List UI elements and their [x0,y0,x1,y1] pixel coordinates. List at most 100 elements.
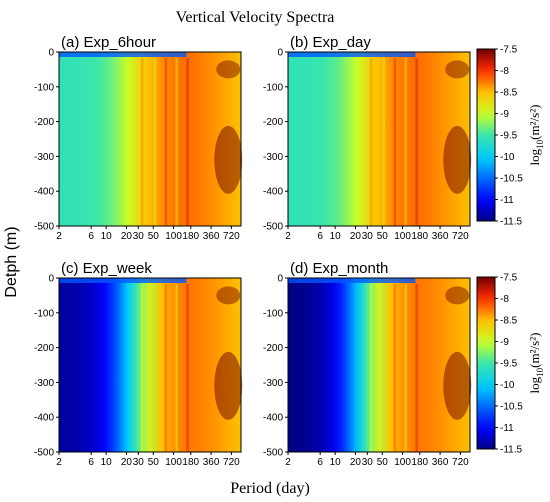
colorbar-tick-label: -11 [500,423,514,434]
y-tick-label: 0 [48,274,54,285]
y-tick-label: -400 [263,187,283,198]
x-tick-label: 10 [330,231,342,242]
x-tick-label: 20 [350,231,362,242]
x-tick-label: 720 [452,231,469,242]
chart-title: Vertical Velocity Spectra [176,9,335,26]
x-tick-label: 360 [203,457,220,468]
y-tick-label: -100 [34,308,54,319]
contour-streaks [369,284,418,452]
y-tick-label: -100 [263,82,283,93]
x-tick-label: 180 [411,231,428,242]
y-tick-label: -200 [263,343,283,354]
panel-label: (d) Exp_month [290,260,388,277]
x-tick-label: 720 [223,231,240,242]
surface-layer [59,52,187,57]
colorbar-tick-label: -9 [500,337,509,348]
colorbar-gradient [476,276,496,450]
y-tick-label: -300 [34,378,54,389]
colorbar-tick-label: -11.5 [500,445,522,456]
x-tick-label: 10 [330,457,342,468]
colorbar-tick-label: -8 [500,294,509,305]
surface-layer [59,278,187,283]
y-tick-label: -500 [34,222,54,233]
colorbar-tick-label: -9 [500,109,509,120]
x-tick-label: 50 [148,231,160,242]
spectrum-field [59,278,241,452]
y-tick-label: -500 [263,448,283,459]
peak-region [214,125,243,194]
spectrum-field [288,278,470,452]
x-tick-label: 2 [285,231,291,242]
x-axis-label: Period (day) [230,480,310,497]
colorbar-2: -7.5 -8 -8.5 -9 -9.5 -10 -10.5 -11 -11.5 log10(m²… [476,273,545,456]
y-tick-label: 0 [48,48,54,59]
x-tick-label: 20 [121,231,133,242]
y-tick-label: -400 [34,187,54,198]
panel-label: (b) Exp_day [290,34,371,51]
colorbar-label: log10(m²/s²) [527,333,545,394]
x-tick-label: 10 [101,457,113,468]
plot-frame [58,277,242,453]
contour-streaks [140,284,189,452]
colorbar-tick-label: -10 [500,380,515,391]
plot-frame [287,277,471,453]
peak-region-near-surface [445,286,470,305]
surface-layer [288,52,416,57]
x-tick-label: 30 [133,457,145,468]
x-tick-label: 100 [394,231,411,242]
x-tick-label: 720 [452,457,469,468]
spectrum-field [59,52,241,226]
spectrum-field [288,52,470,226]
x-tick-label: 180 [411,457,428,468]
colorbar-tick-label: -10.5 [500,402,523,413]
peak-region [443,351,472,420]
colorbar-1: -7.5 -8 -8.5 -9 -9.5 -10 -10.5 -11 -11.5 log10(m²… [476,45,545,228]
y-tick-label: -500 [263,222,283,233]
colorbar-tick-label: -8.5 [500,316,518,327]
y-tick-label: -100 [263,308,283,319]
x-tick-label: 6 [317,457,323,468]
x-tick-label: 100 [165,457,182,468]
x-tick-label: 180 [182,457,199,468]
contour-streaks [140,58,189,226]
colorbar-tick-label: -9.5 [500,359,518,370]
panel-label: (a) Exp_6hour [61,34,156,51]
x-tick-label: 6 [317,231,323,242]
x-tick-label: 360 [203,231,220,242]
y-tick-label: -400 [263,413,283,424]
y-tick-label: -100 [34,82,54,93]
x-tick-label: 360 [432,457,449,468]
x-tick-label: 30 [362,457,374,468]
colorbar-tick-label: -7.5 [500,45,518,56]
plot-frame [287,51,471,227]
y-tick-label: -300 [263,378,283,389]
x-tick-label: 2 [56,457,62,468]
x-tick-label: 20 [121,457,133,468]
panel-label: (c) Exp_week [61,260,152,277]
colorbar-tick-label: -8.5 [500,88,518,99]
colorbar-tick-label: -10.5 [500,174,523,185]
y-tick-label: -300 [263,152,283,163]
y-tick-label: -300 [34,152,54,163]
surface-layer [288,278,416,283]
x-tick-label: 180 [182,231,199,242]
peak-region [443,125,472,194]
contour-streaks [369,58,418,226]
x-tick-label: 30 [133,231,145,242]
y-tick-label: -200 [34,117,54,128]
x-tick-label: 100 [165,231,182,242]
peak-region-near-surface [445,60,470,79]
colorbar-label: log10(m²/s²) [527,105,545,166]
colorbar-tick-label: -8 [500,66,509,77]
x-tick-label: 2 [285,457,291,468]
x-tick-label: 360 [432,231,449,242]
peak-region-near-surface [216,286,241,305]
colorbar-tick-label: -9.5 [500,131,518,142]
colorbar-tick-label: -10 [500,152,515,163]
colorbar-gradient [476,48,496,222]
